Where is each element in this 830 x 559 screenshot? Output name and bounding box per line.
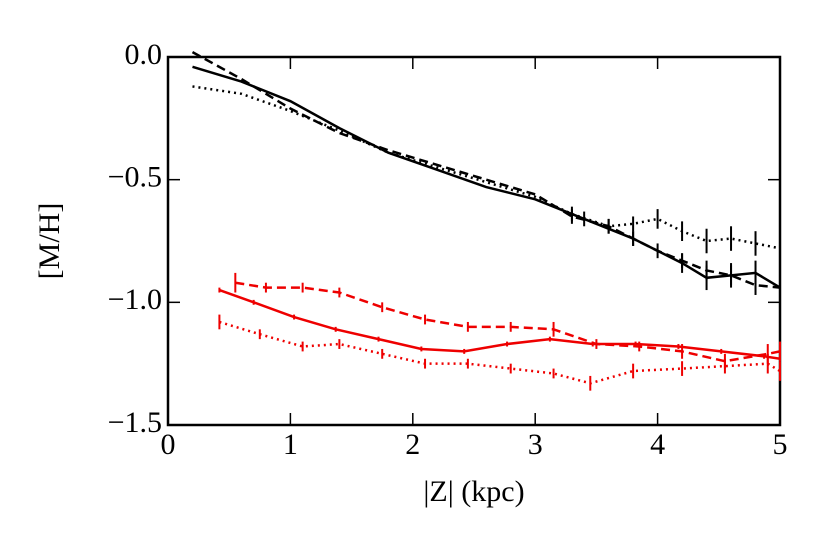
series-line [219,320,781,385]
plot-frame [166,55,782,427]
x-axis-label: |Z| (kpc) [423,475,524,508]
series-line [192,65,781,289]
x-tick-label: 5 [773,428,788,461]
y-tick-label: −0.5 [108,161,162,194]
series-line [191,50,781,289]
y-tick-label: −1.5 [108,406,162,439]
x-tick-label: 0 [161,428,176,461]
x-tick-label: 2 [405,428,420,461]
y-tick-label: −1.0 [108,283,162,316]
x-tick-label: 1 [283,428,298,461]
x-tick-label: 3 [528,428,543,461]
y-axis-label: [M/H] [33,203,66,280]
y-tick-label: 0.0 [125,38,163,71]
x-tick-label: 4 [650,428,665,461]
series-line [192,85,781,250]
